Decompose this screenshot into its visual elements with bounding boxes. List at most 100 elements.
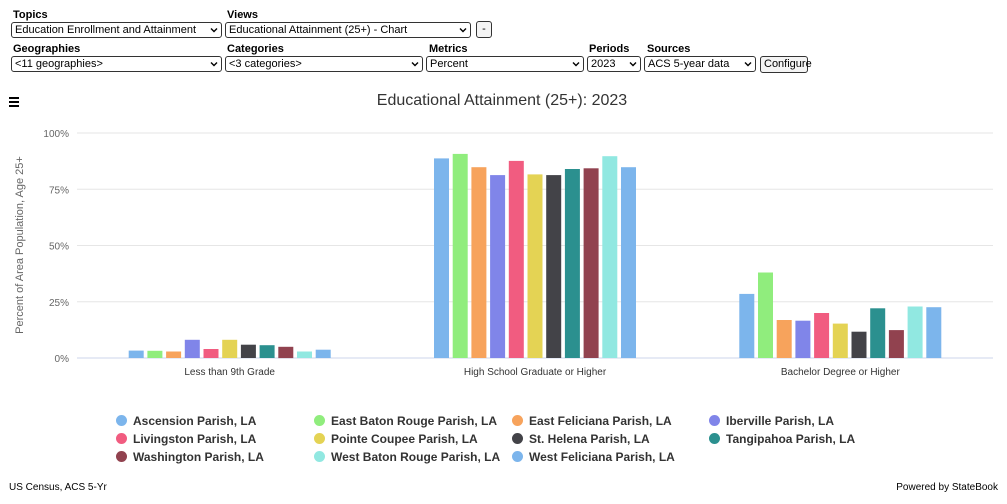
bar[interactable]: [888, 330, 904, 358]
legend-label: West Baton Rouge Parish, LA: [331, 450, 501, 464]
legend-item[interactable]: St. Helena Parish, LA: [512, 432, 650, 446]
legend-item[interactable]: Iberville Parish, LA: [709, 414, 834, 428]
sources-select-value: ACS 5-year data: [648, 58, 730, 70]
bar[interactable]: [297, 351, 312, 359]
bar[interactable]: [926, 307, 942, 358]
bar[interactable]: [527, 174, 543, 358]
bar[interactable]: [434, 158, 449, 358]
chevron-down-icon: [459, 28, 467, 33]
chevron-down-icon: [744, 62, 752, 67]
legend-item[interactable]: Pointe Coupee Parish, LA: [314, 432, 478, 446]
legend-label: Iberville Parish, LA: [726, 414, 835, 428]
legend-item[interactable]: Tangipahoa Parish, LA: [709, 432, 855, 446]
bar[interactable]: [278, 346, 294, 359]
bar[interactable]: [621, 167, 636, 358]
legend-swatch: [314, 451, 325, 462]
legend-item[interactable]: West Baton Rouge Parish, LA: [314, 450, 500, 464]
legend-label: East Feliciana Parish, LA: [529, 414, 672, 428]
y-tick-label: 0%: [55, 354, 70, 365]
sources-label: Sources: [647, 43, 691, 55]
hamburger-menu-icon[interactable]: [9, 97, 19, 107]
categories-label: Categories: [227, 43, 284, 55]
geographies-select[interactable]: <11 geographies>: [11, 56, 222, 72]
x-tick-label: Less than 9th Grade: [184, 367, 275, 378]
bar[interactable]: [795, 320, 811, 358]
bar[interactable]: [564, 169, 580, 358]
topics-label: Topics: [13, 9, 48, 21]
chevron-down-icon: [572, 62, 580, 67]
legend-label: Tangipahoa Parish, LA: [726, 432, 856, 446]
metrics-select-value: Percent: [430, 58, 468, 70]
bar[interactable]: [147, 350, 163, 358]
legend-label: East Baton Rouge Parish, LA: [331, 414, 498, 428]
bar[interactable]: [851, 331, 867, 358]
periods-select-value: 2023: [591, 58, 616, 70]
legend-label: Pointe Coupee Parish, LA: [331, 432, 478, 446]
legend-item[interactable]: Ascension Parish, LA: [116, 414, 256, 428]
legend-swatch: [512, 433, 523, 444]
topics-select[interactable]: Education Enrollment and Attainment: [11, 22, 222, 38]
legend-swatch: [116, 433, 127, 444]
bar[interactable]: [907, 306, 923, 359]
topics-select-value: Education Enrollment and Attainment: [15, 24, 197, 36]
bar[interactable]: [490, 175, 506, 358]
bar[interactable]: [508, 160, 524, 358]
bar[interactable]: [452, 153, 468, 358]
y-tick-label: 75%: [49, 185, 69, 196]
metrics-select[interactable]: Percent: [426, 56, 584, 72]
bar[interactable]: [128, 350, 144, 358]
source-note: US Census, ACS 5-Yr: [9, 482, 107, 493]
legend-item[interactable]: East Feliciana Parish, LA: [512, 414, 672, 428]
bar[interactable]: [739, 293, 755, 358]
bar[interactable]: [758, 272, 773, 359]
y-tick-label: 25%: [49, 298, 69, 309]
legend-swatch: [709, 433, 720, 444]
legend-item[interactable]: Livingston Parish, LA: [116, 432, 256, 446]
sources-select[interactable]: ACS 5-year data: [644, 56, 756, 72]
legend-item[interactable]: West Feliciana Parish, LA: [512, 450, 675, 464]
legend-label: Washington Parish, LA: [133, 450, 264, 464]
bar[interactable]: [240, 344, 256, 358]
periods-label: Periods: [589, 43, 630, 55]
bar[interactable]: [870, 308, 886, 358]
views-select-value: Educational Attainment (25+) - Chart: [229, 24, 408, 36]
views-select[interactable]: Educational Attainment (25+) - Chart: [225, 22, 471, 38]
bar[interactable]: [814, 313, 830, 358]
periods-select[interactable]: 2023: [587, 56, 641, 72]
bar[interactable]: [583, 168, 599, 358]
chart-title: Educational Attainment (25+): 2023: [377, 92, 627, 109]
x-tick-label: High School Graduate or Higher: [464, 367, 607, 378]
legend-label: Ascension Parish, LA: [133, 414, 257, 428]
categories-select-value: <3 categories>: [229, 58, 302, 70]
chevron-down-icon: [629, 62, 637, 67]
legend-swatch: [314, 415, 325, 426]
bar[interactable]: [832, 323, 848, 358]
bar[interactable]: [203, 349, 219, 358]
x-tick-label: Bachelor Degree or Higher: [781, 367, 901, 378]
legend-item[interactable]: Washington Parish, LA: [116, 450, 264, 464]
metrics-label: Metrics: [429, 43, 468, 55]
bar[interactable]: [546, 175, 562, 358]
categories-select[interactable]: <3 categories>: [225, 56, 423, 72]
remove-view-button[interactable]: -: [476, 21, 492, 38]
legend-swatch: [512, 415, 523, 426]
chevron-down-icon: [210, 28, 218, 33]
legend-swatch: [116, 415, 127, 426]
bar[interactable]: [166, 351, 182, 359]
bar[interactable]: [222, 339, 238, 358]
views-label: Views: [227, 9, 258, 21]
y-axis-label: Percent of Area Population, Age 25+: [14, 156, 26, 334]
bar[interactable]: [471, 167, 487, 358]
bar[interactable]: [184, 339, 200, 358]
bar[interactable]: [259, 345, 275, 358]
bar[interactable]: [602, 156, 618, 358]
powered-by: Powered by StateBook: [896, 482, 998, 493]
legend-swatch: [116, 451, 127, 462]
legend-label: West Feliciana Parish, LA: [529, 450, 675, 464]
configure-button[interactable]: Configure: [760, 56, 812, 73]
chevron-down-icon: [210, 62, 218, 67]
legend-item[interactable]: East Baton Rouge Parish, LA: [314, 414, 497, 428]
bar[interactable]: [315, 349, 331, 358]
y-tick-label: 50%: [49, 242, 69, 253]
bar[interactable]: [776, 320, 792, 358]
